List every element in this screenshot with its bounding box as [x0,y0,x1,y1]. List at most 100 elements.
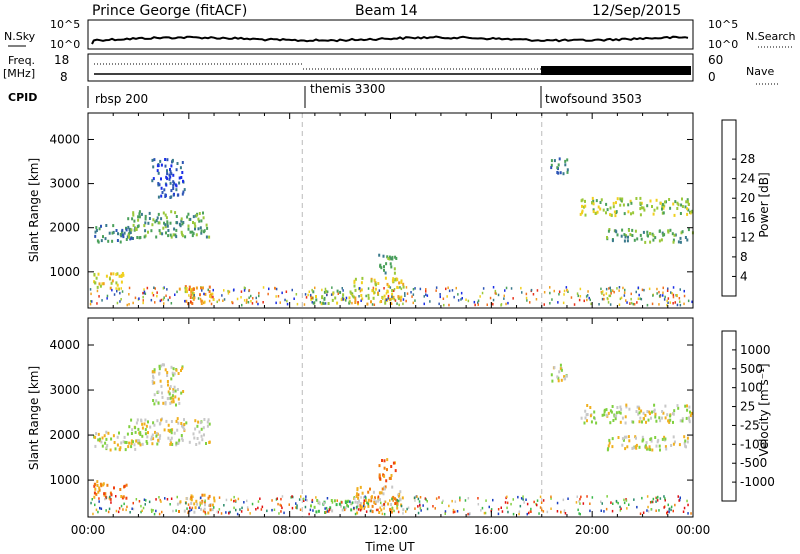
data-cell [481,291,484,295]
data-cell [474,303,476,307]
data-cell [153,158,156,162]
data-cell [117,232,119,236]
data-cell [550,507,552,510]
data-cell [477,503,480,506]
data-cell [367,498,370,502]
data-cell [168,177,171,181]
data-cell [402,302,404,306]
colorbar-tick-label: 500 [740,362,763,376]
data-cell [161,395,164,399]
data-cell [310,504,312,508]
data-cell [115,281,118,285]
data-cell [360,294,363,297]
data-cell [630,201,633,205]
data-cell [586,294,589,297]
data-cell [435,289,437,292]
data-cell [116,239,119,242]
data-cell [679,303,682,307]
data-cell [172,233,175,237]
data-cell [275,301,277,305]
data-cell [260,508,263,511]
data-cell [640,201,643,205]
data-cell [393,509,395,513]
data-cell [615,499,618,503]
data-cell [482,287,485,290]
data-cell [673,233,676,237]
data-cell [690,210,693,214]
data-cell [592,210,595,214]
data-cell [94,487,97,491]
data-cell [603,293,605,297]
data-cell [384,485,387,489]
data-cell [607,411,610,415]
data-cell [127,225,130,229]
data-cell [351,301,353,305]
data-cell [246,499,248,503]
data-cell [159,421,162,425]
data-cell [653,403,656,407]
data-cell [245,301,248,304]
data-cell [631,446,634,450]
date-title: 12/Sep/2015 [592,3,681,19]
data-cell [243,286,246,289]
data-cell [358,499,360,503]
data-cell [187,227,190,231]
data-cell [611,405,614,408]
data-cell [183,418,185,422]
data-cell [239,508,241,511]
data-cell [357,301,359,304]
data-cell [553,366,556,369]
data-cell [371,303,374,306]
data-cell [159,379,162,383]
data-cell [106,294,109,298]
data-cell [250,294,252,298]
data-cell [486,303,488,306]
data-cell [148,500,151,504]
data-cell [606,208,609,212]
data-cell [654,415,657,419]
data-cell [153,381,156,385]
data-cell [681,230,684,234]
data-cell [162,211,165,215]
data-cell [520,286,522,290]
data-cell [530,507,532,511]
data-cell [618,289,620,292]
data-cell [672,293,675,297]
data-cell [641,496,643,500]
data-cell [199,421,202,425]
data-cell [377,495,380,498]
data-cell [315,510,318,514]
data-cell [153,402,156,406]
colorbar-tick-label: 4 [740,269,748,283]
data-cell [631,234,634,237]
data-cell [679,288,681,291]
data-cell [201,438,204,442]
data-cell [190,288,193,292]
data-cell [200,496,202,499]
data-cell [94,435,97,439]
data-cell [608,294,610,298]
data-cell [195,499,198,503]
data-cell [685,445,687,449]
data-cell [610,410,613,414]
data-cell [126,432,129,436]
data-cell [519,504,522,508]
data-cell [383,459,386,463]
data-cell [676,294,678,297]
data-cell [417,505,419,508]
data-cell [336,301,339,305]
data-cell [525,292,528,296]
data-cell [115,495,117,498]
data-cell [134,426,137,430]
data-cell [158,367,161,371]
data-cell [184,235,187,239]
data-cell [144,428,147,432]
data-cell [354,497,356,500]
data-cell [688,416,690,420]
data-cell [481,506,484,510]
data-cell [177,372,180,375]
data-cell [655,496,657,500]
data-cell [95,276,98,280]
data-cell [677,495,679,498]
data-cell [674,301,676,304]
